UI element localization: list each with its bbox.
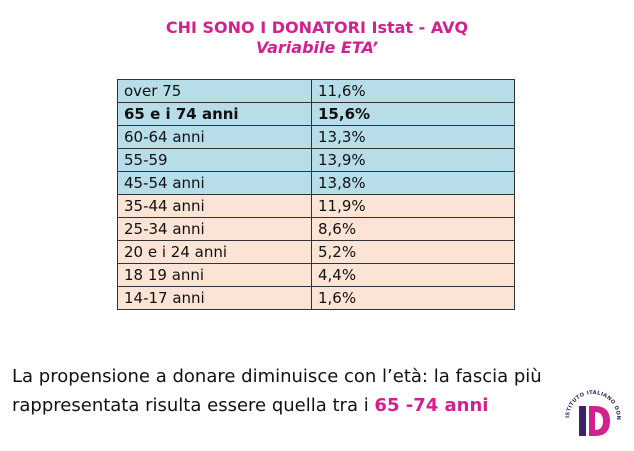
table-row: 45-54 anni 13,8% (117, 171, 515, 195)
age-range-cell: 60-64 anni (117, 125, 312, 149)
age-range-cell: 14-17 anni (117, 286, 312, 310)
table-body: over 75 11,6% 65 e i 74 anni 15,6% 60-64 ann… (117, 79, 515, 310)
caption-line-2: rappresentata risulta essere quella tra … (12, 395, 375, 416)
table-row: 55-59 13,9% (117, 148, 515, 172)
table-row: 35-44 anni 11,9% (117, 194, 515, 218)
table-row: 18 19 anni 4,4% (117, 263, 515, 287)
age-range-cell: 65 e i 74 anni (117, 102, 312, 126)
table-row: over 75 11,6% (117, 79, 515, 103)
table-row: 65 e i 74 anni 15,6% (117, 102, 515, 126)
percentage-cell: 8,6% (311, 217, 515, 241)
caption-highlight: 65 -74 anni (374, 395, 489, 416)
age-range-cell: over 75 (117, 79, 312, 103)
age-range-cell: 25-34 anni (117, 217, 312, 241)
age-range-cell: 55-59 (117, 148, 312, 172)
page-title: CHI SONO I DONATORI Istat - AVQ (165, 18, 469, 37)
percentage-cell: 13,9% (311, 148, 515, 172)
istituto-italiano-donazione-logo-icon: ISTITUTO ITALIANO DONAZIONE (560, 378, 621, 436)
age-range-cell: 35-44 anni (117, 194, 312, 218)
page-subtitle: Variabile ETA’ (255, 38, 379, 57)
age-range-cell: 18 19 anni (117, 263, 312, 287)
caption-text: La propensione a donare diminuisce con l… (12, 362, 612, 420)
age-range-cell: 45-54 anni (117, 171, 312, 195)
percentage-cell: 13,3% (311, 125, 515, 149)
percentage-cell: 11,9% (311, 194, 515, 218)
caption-line-1: La propensione a donare diminuisce con l… (12, 366, 542, 387)
percentage-cell: 11,6% (311, 79, 515, 103)
age-distribution-table: over 75 11,6% 65 e i 74 anni 15,6% 60-64 ann… (117, 79, 515, 310)
logo-letter-d-counter-icon (595, 412, 603, 430)
percentage-cell: 13,8% (311, 171, 515, 195)
table-row: 14-17 anni 1,6% (117, 286, 515, 310)
percentage-cell: 1,6% (311, 286, 515, 310)
percentage-cell: 5,2% (311, 240, 515, 264)
logo-letter-i-icon (579, 406, 586, 436)
table-row: 60-64 anni 13,3% (117, 125, 515, 149)
table-row: 25-34 anni 8,6% (117, 217, 515, 241)
percentage-cell: 15,6% (311, 102, 515, 126)
age-range-cell: 20 e i 24 anni (117, 240, 312, 264)
percentage-cell: 4,4% (311, 263, 515, 287)
table-row: 20 e i 24 anni 5,2% (117, 240, 515, 264)
